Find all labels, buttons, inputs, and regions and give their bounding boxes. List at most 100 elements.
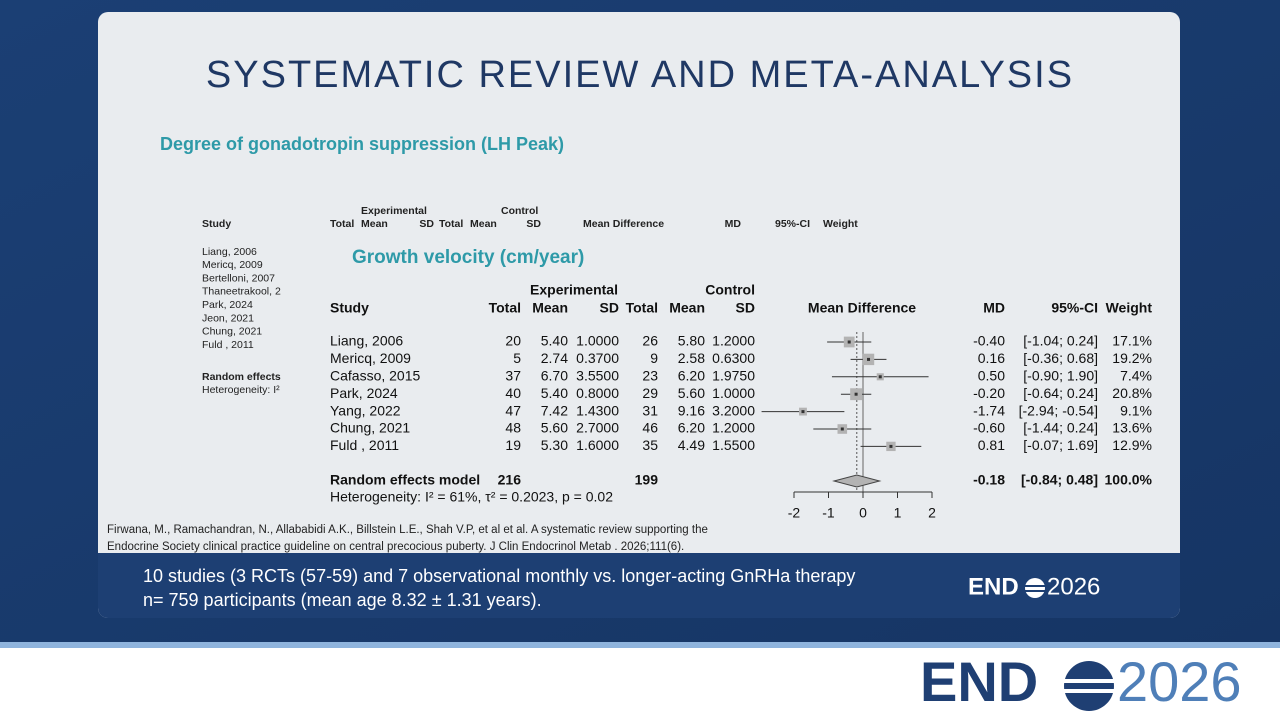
cell: 19 [505, 437, 521, 453]
bg-header: Weight [823, 218, 858, 230]
cell: 1.5500 [712, 437, 755, 453]
cell: 20 [505, 333, 521, 349]
md: 0.50 [978, 368, 1005, 384]
logo-text: 2026 [1117, 650, 1242, 713]
cell: 5 [513, 350, 521, 366]
bg-group-header: Control [501, 205, 538, 217]
bg-header: SD [419, 218, 434, 230]
cell: 3.5500 [576, 368, 619, 384]
bg-study: Chung, 2021 [202, 326, 262, 338]
forest-title: Growth velocity (cm/year) [352, 247, 584, 268]
column-header: SD [736, 300, 755, 316]
x-tick-label: 0 [859, 505, 867, 521]
group-header: Experimental [530, 282, 618, 298]
column-header: Mean [532, 300, 568, 316]
cell: Mericq, 2009 [330, 350, 411, 366]
bg-study: Thaneetrakool, 2 [202, 286, 281, 298]
divider [0, 642, 1280, 648]
effect-point [847, 340, 851, 344]
bg-heterogeneity: Heterogeneity: I² [202, 384, 280, 396]
cell: 35 [642, 437, 658, 453]
summary-total: 216 [498, 472, 522, 488]
cell: 0.3700 [576, 350, 619, 366]
effect-point [840, 427, 844, 431]
ci: [-2.94; -0.54] [1019, 402, 1098, 418]
logo-text: END [968, 573, 1019, 600]
effect-point [867, 357, 871, 361]
heterogeneity: Heterogeneity: I² = 61%, τ² = 0.2023, p … [330, 489, 613, 505]
column-header: Study [330, 300, 369, 316]
cell: 7.42 [541, 402, 568, 418]
bg-study: Fuld , 2011 [202, 339, 254, 351]
column-header: Weight [1106, 300, 1153, 316]
cell: 1.6000 [576, 437, 619, 453]
md: -0.40 [973, 333, 1005, 349]
bg-header: SD [526, 218, 541, 230]
ci: [-0.64; 0.24] [1023, 385, 1098, 401]
bg-header: Mean [470, 218, 497, 230]
cell: Yang, 2022 [330, 402, 401, 418]
column-header: Mean Difference [808, 300, 916, 316]
group-header: Control [705, 282, 755, 298]
cell: 23 [642, 368, 658, 384]
ci: [-0.07; 1.69] [1023, 437, 1098, 453]
bg-header: Total [439, 218, 463, 230]
cell: 26 [642, 333, 658, 349]
column-header: SD [600, 300, 619, 316]
cell: 3.2000 [712, 402, 755, 418]
cell: 31 [642, 402, 658, 418]
cell: 1.0000 [712, 385, 755, 401]
summary-weight: 100.0% [1105, 472, 1153, 488]
ci: [-0.36; 0.68] [1023, 350, 1098, 366]
cell: Chung, 2021 [330, 420, 410, 436]
cell: 5.60 [678, 385, 705, 401]
column-header: Total [626, 300, 658, 316]
cell: 2.58 [678, 350, 705, 366]
bg-random-effects: Random effects [202, 371, 281, 383]
weight: 13.6% [1112, 420, 1152, 436]
cell: Cafasso, 2015 [330, 368, 420, 384]
title: SYSTEMATIC REVIEW AND META-ANALYSIS [206, 54, 1074, 96]
cell: 9.16 [678, 402, 705, 418]
x-tick-label: 2 [928, 505, 936, 521]
cell: 4.49 [678, 437, 705, 453]
column-header: Mean [669, 300, 705, 316]
cell: 1.2000 [712, 420, 755, 436]
cell: 6.70 [541, 368, 568, 384]
cell: 5.80 [678, 333, 705, 349]
cell: 6.20 [678, 420, 705, 436]
cell: 1.0000 [576, 333, 619, 349]
md: -0.20 [973, 385, 1005, 401]
citation: Firwana, M., Ramachandran, N., Allababid… [107, 524, 708, 536]
md: -0.60 [973, 420, 1005, 436]
cell: 40 [505, 385, 521, 401]
card [98, 12, 1180, 618]
weight: 17.1% [1112, 333, 1152, 349]
bg-header: 95%-CI [775, 218, 810, 230]
cell: 5.40 [541, 385, 568, 401]
lh-heading: Degree of gonadotropin suppression (LH P… [160, 134, 564, 154]
cell: 29 [642, 385, 658, 401]
ci: [-1.04; 0.24] [1023, 333, 1098, 349]
citation: Endocrine Society clinical practice guid… [107, 541, 684, 553]
summary-diamond [832, 474, 882, 488]
cell: 46 [642, 420, 658, 436]
effect-point [889, 444, 893, 448]
cell: 1.9750 [712, 368, 755, 384]
cell: 47 [505, 402, 521, 418]
cell: 0.8000 [576, 385, 619, 401]
bg-study: Mericq, 2009 [202, 259, 263, 271]
band [98, 553, 1180, 618]
weight: 20.8% [1112, 385, 1152, 401]
band-text: n= 759 participants (mean age 8.32 ± 1.3… [143, 590, 542, 610]
x-tick-label: 1 [894, 505, 902, 521]
summary-md: -0.18 [973, 472, 1005, 488]
bg-study: Liang, 2006 [202, 246, 257, 258]
summary-label: Random effects model [330, 472, 480, 488]
cell: 1.2000 [712, 333, 755, 349]
weight: 7.4% [1120, 368, 1152, 384]
bg-study: Jeon, 2021 [202, 312, 254, 324]
column-header: Total [489, 300, 521, 316]
logo-text: 2026 [1047, 573, 1100, 600]
